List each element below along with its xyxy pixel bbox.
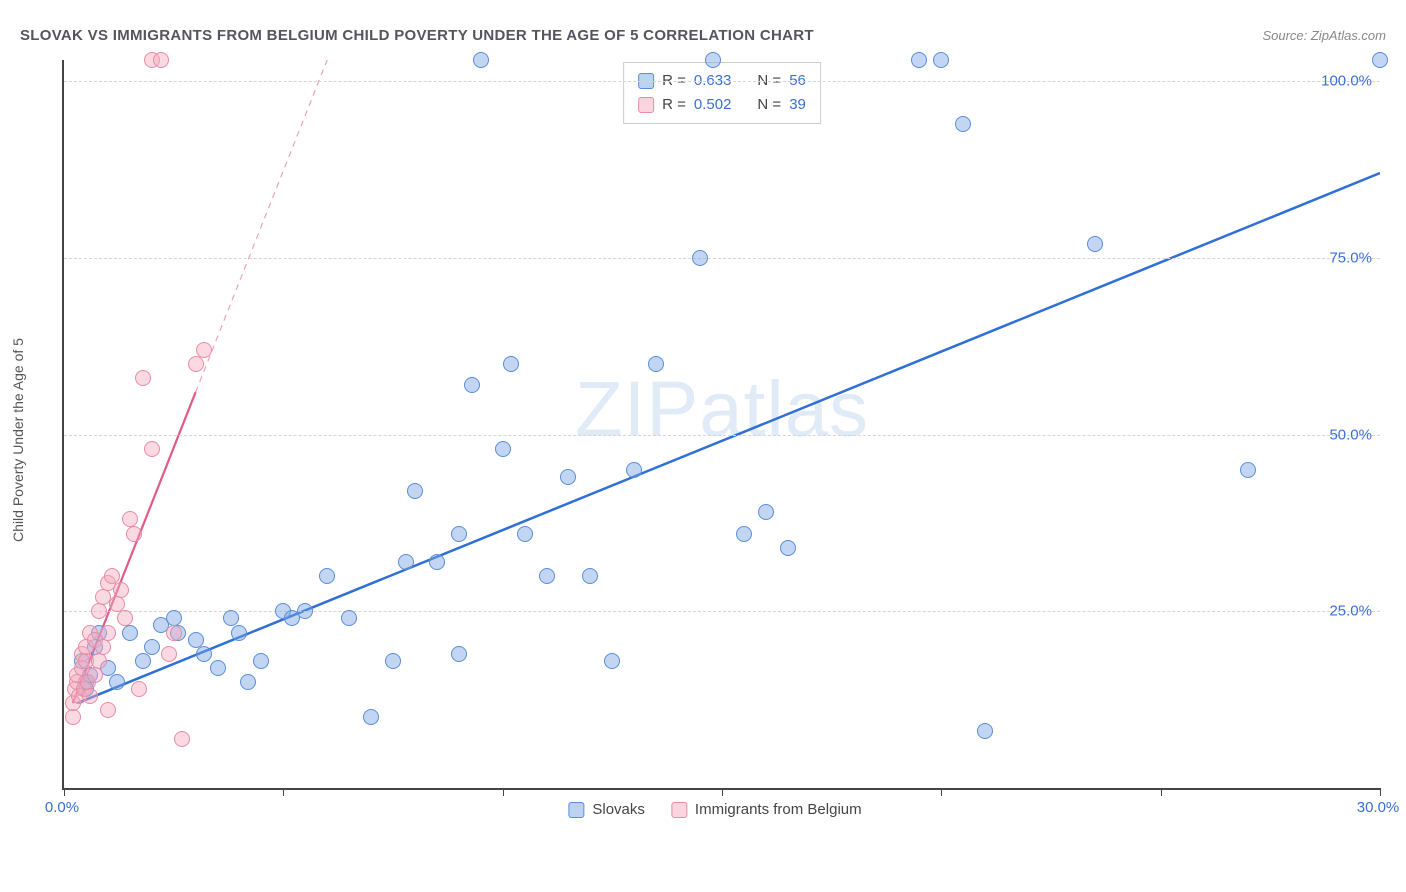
data-point [297, 603, 313, 619]
data-point [604, 653, 620, 669]
source-attribution: Source: ZipAtlas.com [1262, 28, 1386, 43]
gridline [64, 258, 1380, 259]
data-point [95, 639, 111, 655]
data-point [473, 52, 489, 68]
data-point [464, 377, 480, 393]
data-point [210, 660, 226, 676]
legend-row-belgium: R = 0.502 N = 39 [638, 93, 806, 117]
trendlines-svg [64, 60, 1380, 788]
data-point [517, 526, 533, 542]
data-point [319, 568, 335, 584]
data-point [117, 610, 133, 626]
data-point [429, 554, 445, 570]
data-point [161, 646, 177, 662]
data-point [100, 702, 116, 718]
y-tick-label: 25.0% [1329, 603, 1372, 620]
data-point [113, 582, 129, 598]
data-point [253, 653, 269, 669]
data-point [174, 731, 190, 747]
data-point [363, 709, 379, 725]
source-label: Source: [1262, 28, 1310, 43]
data-point [135, 370, 151, 386]
data-point [87, 667, 103, 683]
data-point [495, 441, 511, 457]
data-point [144, 639, 160, 655]
data-point [196, 646, 212, 662]
data-point [91, 653, 107, 669]
data-point [582, 568, 598, 584]
data-point [977, 723, 993, 739]
data-point [398, 554, 414, 570]
n-value-belgium: 39 [789, 93, 806, 117]
data-point [385, 653, 401, 669]
chart-title: SLOVAK VS IMMIGRANTS FROM BELGIUM CHILD … [20, 27, 814, 44]
data-point [144, 441, 160, 457]
data-point [407, 483, 423, 499]
data-point [705, 52, 721, 68]
x-tick-label: 0.0% [45, 799, 79, 816]
r-value-belgium: 0.502 [694, 93, 732, 117]
chart-area: Child Poverty Under the Age of 5 ZIPatla… [50, 60, 1380, 820]
correlation-legend: R = 0.633 N = 56 R = 0.502 N = 39 [623, 62, 821, 124]
data-point [1372, 52, 1388, 68]
plot-area: ZIPatlas R = 0.633 N = 56 R = 0.502 N = … [62, 60, 1380, 790]
data-point [109, 674, 125, 690]
data-point [131, 681, 147, 697]
gridline [64, 611, 1380, 612]
y-axis-label: Child Poverty Under the Age of 5 [10, 338, 26, 542]
data-point [451, 646, 467, 662]
data-point [503, 356, 519, 372]
data-point [1240, 462, 1256, 478]
data-point [122, 625, 138, 641]
data-point [626, 462, 642, 478]
gridline [64, 435, 1380, 436]
data-point [911, 52, 927, 68]
data-point [560, 469, 576, 485]
n-label: N = [757, 93, 781, 117]
data-point [780, 540, 796, 556]
data-point [65, 709, 81, 725]
r-label: R = [662, 93, 686, 117]
source-name: ZipAtlas.com [1311, 28, 1386, 43]
data-point [648, 356, 664, 372]
y-tick-label: 75.0% [1329, 249, 1372, 266]
trendline [196, 60, 328, 392]
gridline [64, 81, 1380, 82]
data-point [166, 625, 182, 641]
swatch-pink-icon [638, 97, 654, 113]
data-point [341, 610, 357, 626]
watermark: ZIPatlas [575, 364, 869, 455]
data-point [1087, 236, 1103, 252]
data-point [933, 52, 949, 68]
data-point [240, 674, 256, 690]
x-tick-label: 30.0% [1357, 799, 1400, 816]
data-point [100, 625, 116, 641]
data-point [188, 356, 204, 372]
data-point [126, 526, 142, 542]
y-tick-label: 50.0% [1329, 426, 1372, 443]
title-bar: SLOVAK VS IMMIGRANTS FROM BELGIUM CHILD … [20, 20, 1386, 50]
trendline [77, 173, 1380, 703]
data-point [196, 342, 212, 358]
data-point [153, 52, 169, 68]
data-point [91, 603, 107, 619]
data-point [539, 568, 555, 584]
data-point [451, 526, 467, 542]
data-point [955, 116, 971, 132]
data-point [82, 688, 98, 704]
x-tick [1380, 788, 1381, 796]
data-point [692, 250, 708, 266]
data-point [758, 504, 774, 520]
data-point [135, 653, 151, 669]
data-point [231, 625, 247, 641]
data-point [736, 526, 752, 542]
x-tick-labels: 0.0%30.0% [50, 790, 1380, 820]
y-tick-label: 100.0% [1321, 73, 1372, 90]
